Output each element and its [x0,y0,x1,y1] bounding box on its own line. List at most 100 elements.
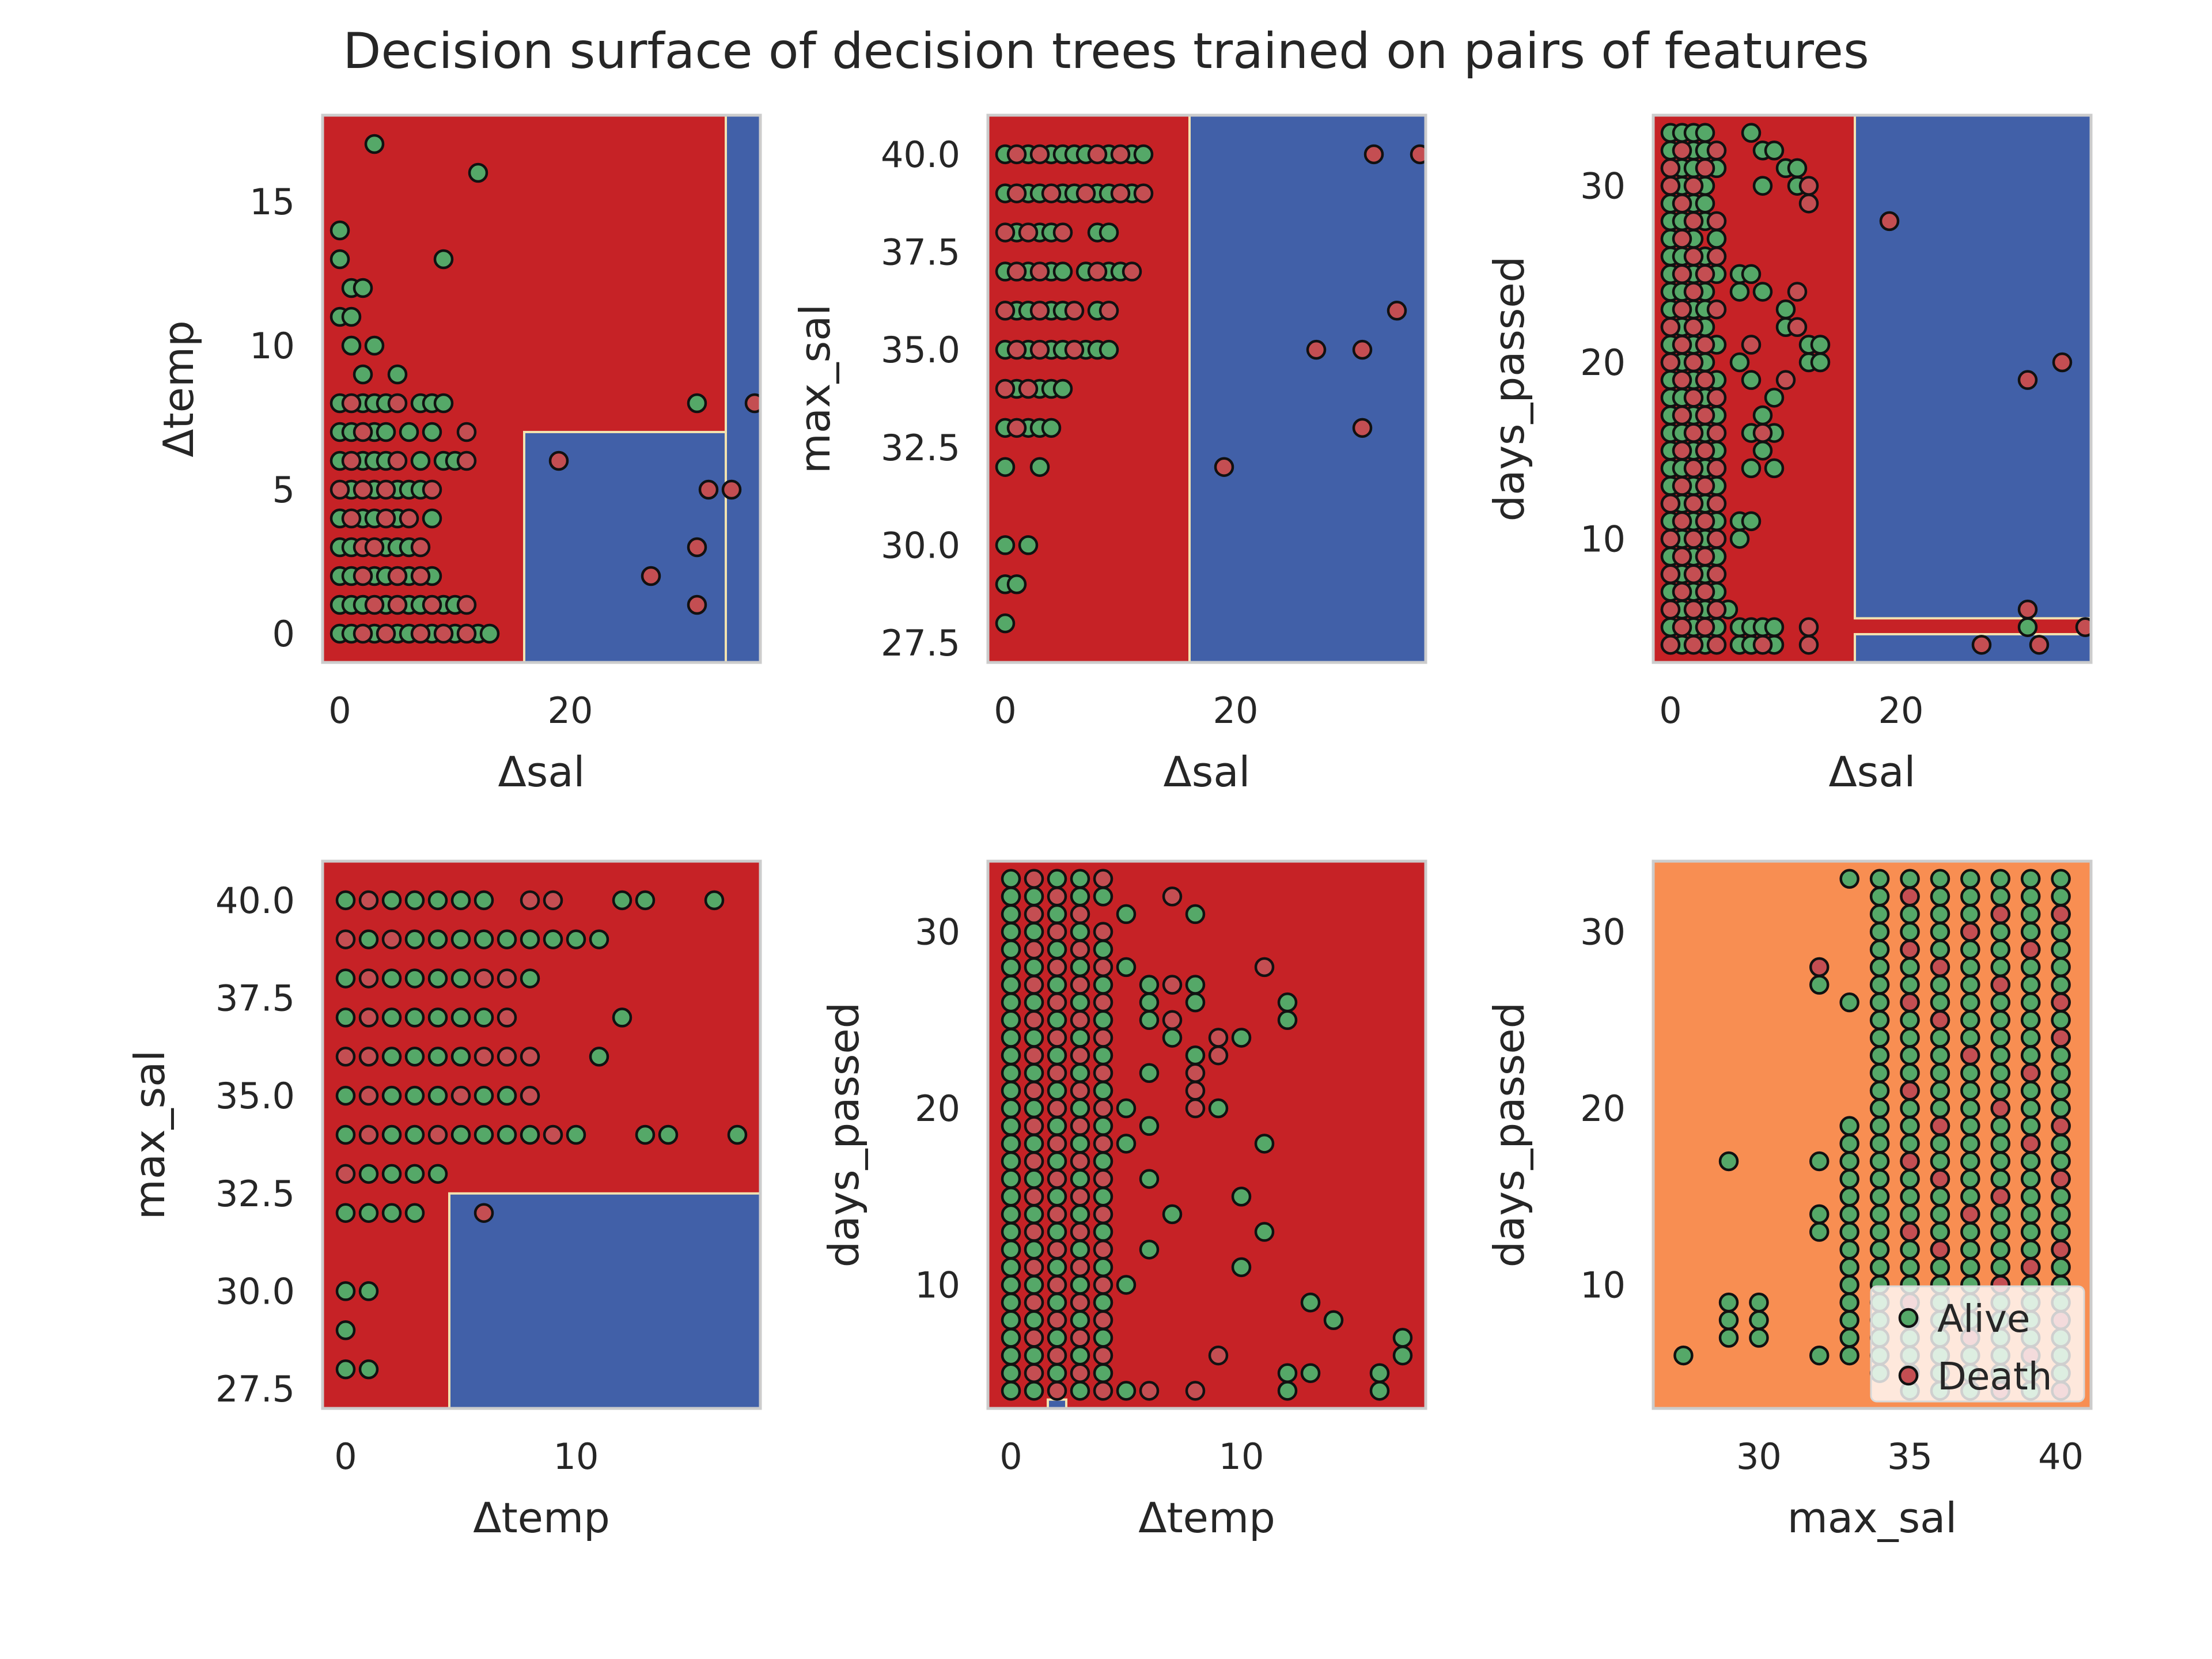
data-point-alive [1869,992,1890,1013]
data-point-alive [1139,975,1160,995]
data-point-death [1208,1345,1229,1366]
data-point-alive [1070,922,1090,942]
data-point-alive [1277,992,1298,1013]
data-point-death [1093,1381,1113,1401]
data-point-alive [1001,1045,1021,1066]
data-point-alive [1070,1063,1090,1083]
data-point-death [1024,939,1044,960]
data-point-alive [2051,1010,2071,1031]
data-point-alive [1990,1081,2011,1101]
data-point-alive [1277,1363,1298,1383]
legend-label-death: Death [1937,1354,2052,1399]
data-point-alive [1001,904,1021,925]
data-point-alive [566,1124,586,1145]
data-point-alive [1139,1239,1160,1260]
data-point-alive [2020,975,2041,995]
decision-region-alive [725,115,760,662]
data-point-alive [1001,957,1021,978]
data-point-alive [1741,264,1762,285]
data-point-death [410,623,431,644]
data-point-alive [1001,1098,1021,1119]
data-point-death [1695,335,1715,355]
data-point-death [1024,1363,1044,1383]
data-point-alive [1001,1381,1021,1401]
y-tick-label: 37.5 [215,978,295,1020]
data-point-death [1683,352,1704,373]
y-tick-label: 32.5 [215,1173,295,1215]
plot-area [323,861,760,1408]
data-point-death [1660,599,1681,620]
data-point-death [1990,975,2011,995]
data-point-death [353,566,373,586]
data-point-alive [1047,1081,1067,1101]
data-point-alive [1839,1328,1859,1348]
data-point-alive [1185,975,1206,995]
data-point-death [1672,229,1692,249]
data-point-death [1900,1151,1920,1172]
data-point-death [1672,476,1692,496]
data-point-alive [1001,1063,1021,1083]
data-point-alive [2051,1045,2071,1066]
data-point-alive [1990,869,2011,889]
data-point-death [1660,317,1681,337]
data-point-death [1695,405,1715,426]
data-point-death [1683,635,1704,655]
data-point-alive [1024,1275,1044,1295]
data-point-alive [404,929,425,949]
data-point-alive [1093,1081,1113,1101]
data-point-alive [1960,1098,1980,1119]
data-point-alive [1749,1310,1769,1331]
data-point-death [1006,144,1027,165]
data-point-alive [1024,1345,1044,1366]
data-point-death [1787,282,1808,302]
data-point-alive [2020,957,2041,978]
data-point-death [422,594,442,615]
data-point-alive [687,393,707,414]
data-point-alive [1990,992,2011,1013]
data-point-alive [1839,1134,1859,1154]
data-point-alive [2051,1063,2071,1083]
data-point-death [1672,193,1692,214]
data-point-alive [1093,1116,1113,1136]
data-point-death [2020,939,2041,960]
x-tick-label: 0 [1659,690,1681,732]
data-point-death [1029,262,1050,282]
data-point-alive [381,1164,402,1184]
data-point-alive [1900,904,1920,925]
data-point-alive [1047,939,1067,960]
data-point-death [1070,1328,1090,1348]
data-point-alive [2020,869,2041,889]
data-point-death [1087,262,1108,282]
data-point-death [1214,457,1234,477]
data-point-alive [1741,123,1762,143]
data-point-alive [1001,1345,1021,1366]
data-point-alive [1869,1134,1890,1154]
data-point-alive [2051,1151,2071,1172]
data-point-alive [1930,939,1950,960]
data-point-alive [589,1047,609,1067]
data-point-death [1024,869,1044,889]
data-point-death [1930,1010,1950,1031]
data-point-death [1306,339,1327,360]
data-point-alive [474,1085,494,1106]
y-tick-label: 27.5 [215,1368,295,1410]
data-point-death [329,479,350,500]
data-point-death [2017,370,2038,390]
data-point-alive [1047,1363,1067,1383]
data-point-death [1018,378,1039,399]
data-point-death [358,890,379,911]
data-point-alive [1752,405,1773,426]
data-point-alive [2020,1045,2041,1066]
data-point-alive [450,1124,471,1145]
plot-area [1653,115,2091,662]
data-point-alive [1839,1292,1859,1313]
data-point-alive [341,335,362,356]
data-point-death [387,450,408,471]
data-point-death [1741,335,1762,355]
data-point-death [353,623,373,644]
data-point-alive [1752,282,1773,302]
axes-frame [986,113,1427,664]
data-point-alive [1029,457,1050,477]
data-point-death [1093,1134,1113,1154]
